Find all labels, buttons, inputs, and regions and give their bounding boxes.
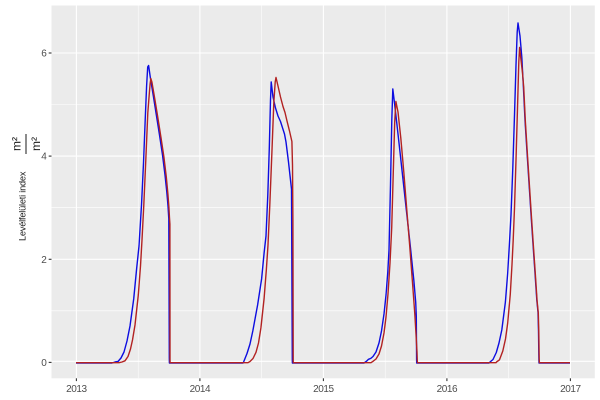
svg-text:m²: m²: [29, 137, 43, 151]
svg-text:2014: 2014: [190, 384, 211, 395]
svg-text:6: 6: [41, 49, 47, 60]
svg-text:2: 2: [41, 255, 47, 266]
svg-text:2017: 2017: [560, 384, 581, 395]
svg-text:4: 4: [41, 152, 47, 163]
svg-text:2013: 2013: [66, 384, 87, 395]
svg-text:0: 0: [41, 358, 47, 369]
svg-text:m²: m²: [10, 137, 24, 151]
svg-text:2016: 2016: [437, 384, 458, 395]
svg-text:Levélfelületi index: Levélfelületi index: [17, 171, 27, 241]
svg-text:2015: 2015: [313, 384, 334, 395]
